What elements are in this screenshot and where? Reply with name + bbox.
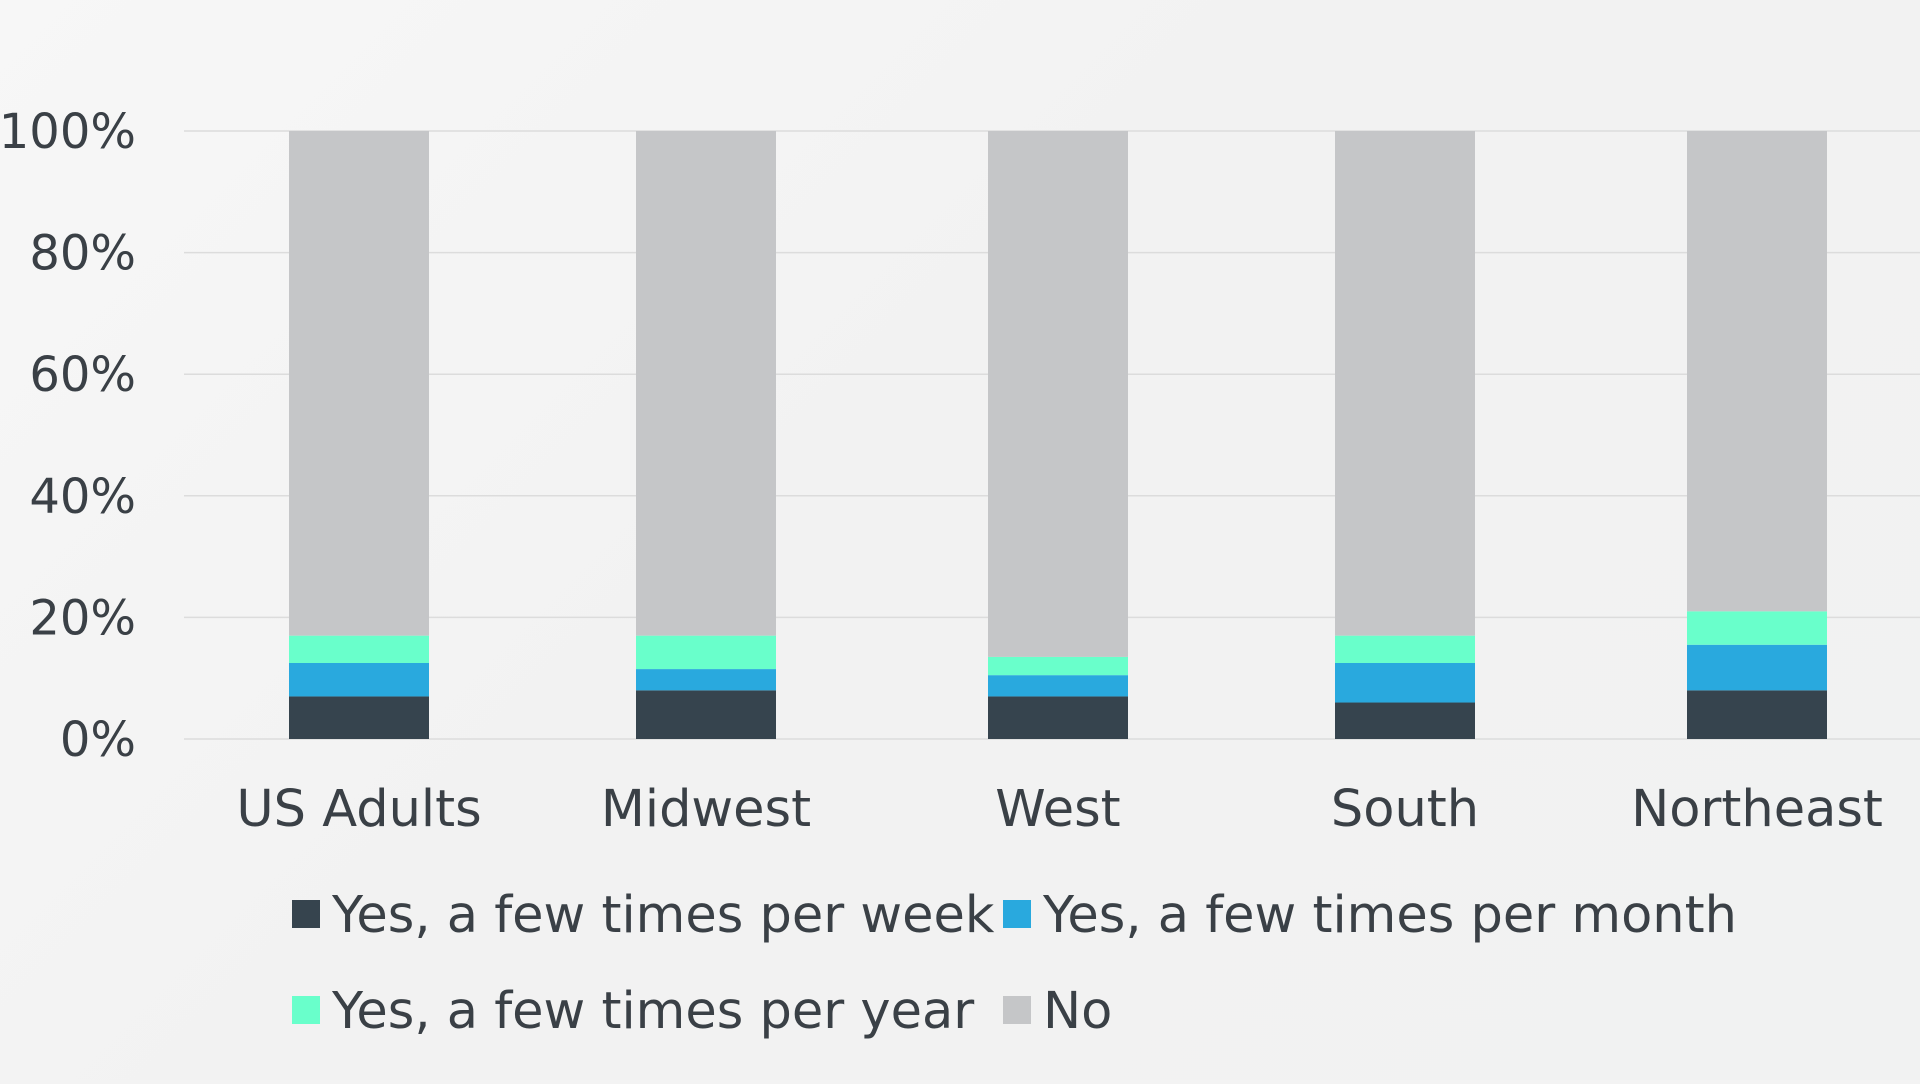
bar-segment: [636, 690, 776, 739]
bar-segment: [289, 131, 429, 636]
bar-segment: [289, 696, 429, 739]
legend-item: Yes, a few times per year: [292, 982, 974, 1041]
bar-segment: [1687, 644, 1827, 691]
bar-stack: [1335, 131, 1475, 739]
bar-stack: [636, 131, 776, 739]
y-axis-ticks: 0% 20% 40% 60% 80% 100%: [0, 104, 136, 768]
bar-segment: [1335, 702, 1475, 739]
bar-stack: [1687, 131, 1827, 739]
x-category-label: South: [1331, 780, 1479, 839]
legend-label: No: [1043, 982, 1112, 1041]
legend-swatch: [1003, 996, 1031, 1024]
bar-segment: [289, 635, 429, 663]
x-category-label: US Adults: [236, 780, 481, 839]
legend-item: Yes, a few times per month: [1003, 886, 1737, 945]
bar-segment: [289, 663, 429, 697]
bar-segment: [988, 675, 1128, 697]
legend-label: Yes, a few times per month: [1042, 886, 1737, 945]
bar-segment: [988, 696, 1128, 739]
bar-segment: [1335, 131, 1475, 636]
legend-swatch: [292, 900, 320, 928]
legend-label: Yes, a few times per week: [331, 886, 995, 945]
y-tick-label: 20%: [29, 590, 136, 646]
bar-segment: [636, 131, 776, 636]
y-tick-label: 100%: [0, 104, 136, 160]
bars: [289, 131, 1827, 739]
bar-segment: [1687, 131, 1827, 612]
x-category-label: Northeast: [1631, 780, 1883, 839]
y-tick-label: 80%: [29, 226, 136, 282]
bar-stack: [289, 131, 429, 739]
bar-stack: [988, 131, 1128, 739]
legend-item: Yes, a few times per week: [292, 886, 995, 945]
legend-label: Yes, a few times per year: [331, 982, 974, 1041]
legend: Yes, a few times per week Yes, a few time…: [292, 886, 1737, 1041]
y-tick-label: 60%: [29, 347, 136, 403]
x-axis-categories: US Adults Midwest West South Northeast: [236, 780, 1883, 839]
bar-segment: [1335, 635, 1475, 663]
bar-segment: [988, 131, 1128, 657]
bar-segment: [636, 635, 776, 670]
x-category-label: Midwest: [601, 780, 811, 839]
legend-item: No: [1003, 982, 1112, 1041]
y-tick-label: 40%: [29, 469, 136, 525]
bar-segment: [1335, 663, 1475, 703]
bar-segment: [1687, 611, 1827, 645]
legend-swatch: [1003, 900, 1031, 928]
bar-segment: [1687, 690, 1827, 739]
x-category-label: West: [995, 780, 1120, 839]
bar-segment: [636, 669, 776, 691]
bar-segment: [988, 656, 1128, 676]
y-tick-label: 0%: [60, 712, 136, 768]
legend-swatch: [292, 996, 320, 1024]
